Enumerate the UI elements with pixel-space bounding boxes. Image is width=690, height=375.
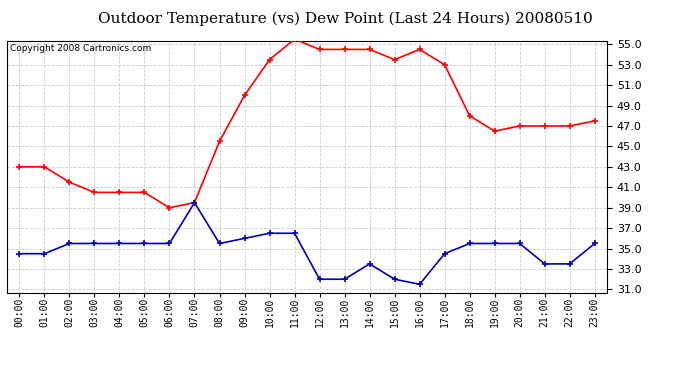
Text: Copyright 2008 Cartronics.com: Copyright 2008 Cartronics.com: [10, 44, 151, 53]
Text: Outdoor Temperature (vs) Dew Point (Last 24 Hours) 20080510: Outdoor Temperature (vs) Dew Point (Last…: [97, 11, 593, 26]
